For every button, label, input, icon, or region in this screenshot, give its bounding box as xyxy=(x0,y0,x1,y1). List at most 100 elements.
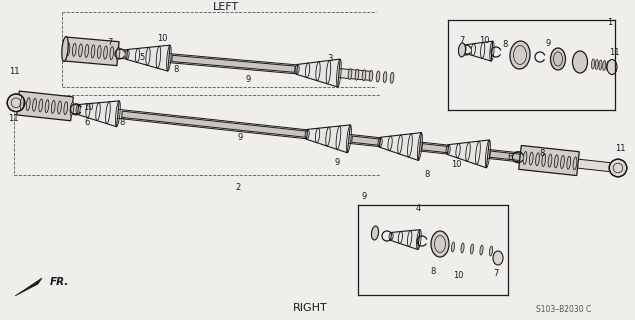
Ellipse shape xyxy=(369,70,373,81)
Ellipse shape xyxy=(45,100,49,113)
Ellipse shape xyxy=(116,47,120,60)
Polygon shape xyxy=(77,101,119,127)
Text: 11: 11 xyxy=(615,143,625,153)
Ellipse shape xyxy=(431,231,449,257)
Text: 9: 9 xyxy=(237,132,243,141)
Ellipse shape xyxy=(39,99,43,112)
Ellipse shape xyxy=(573,51,587,73)
Ellipse shape xyxy=(480,245,483,255)
Ellipse shape xyxy=(110,47,114,60)
Ellipse shape xyxy=(573,157,577,170)
Polygon shape xyxy=(17,91,73,121)
Polygon shape xyxy=(490,151,520,161)
Ellipse shape xyxy=(458,43,465,57)
Ellipse shape xyxy=(72,43,76,56)
Text: 11: 11 xyxy=(9,67,19,76)
Ellipse shape xyxy=(104,46,107,59)
Text: RIGHT: RIGHT xyxy=(293,303,328,313)
Text: 5: 5 xyxy=(139,52,145,61)
Polygon shape xyxy=(307,125,351,153)
Polygon shape xyxy=(117,49,370,80)
Ellipse shape xyxy=(64,102,67,115)
Ellipse shape xyxy=(376,71,380,82)
Ellipse shape xyxy=(561,156,565,168)
Ellipse shape xyxy=(85,44,89,57)
Text: 8: 8 xyxy=(431,268,436,276)
Ellipse shape xyxy=(97,45,101,59)
Ellipse shape xyxy=(591,59,594,69)
Text: 7: 7 xyxy=(493,268,498,277)
Text: 9: 9 xyxy=(335,157,340,166)
Ellipse shape xyxy=(27,98,30,111)
Ellipse shape xyxy=(62,36,68,61)
Text: 11: 11 xyxy=(8,114,18,123)
Polygon shape xyxy=(422,144,450,153)
Polygon shape xyxy=(126,45,170,71)
Ellipse shape xyxy=(461,243,464,253)
Ellipse shape xyxy=(510,41,530,69)
Polygon shape xyxy=(380,132,422,160)
Text: 10: 10 xyxy=(83,102,93,111)
Ellipse shape xyxy=(609,159,627,177)
Text: 10: 10 xyxy=(479,36,489,44)
Polygon shape xyxy=(464,41,493,61)
Ellipse shape xyxy=(348,68,352,79)
Text: 8: 8 xyxy=(502,39,508,49)
Polygon shape xyxy=(64,37,119,66)
Ellipse shape xyxy=(383,72,387,83)
Polygon shape xyxy=(391,230,420,250)
Text: 9: 9 xyxy=(545,38,551,47)
Ellipse shape xyxy=(536,153,539,166)
Ellipse shape xyxy=(493,251,503,265)
Ellipse shape xyxy=(32,98,36,111)
Text: 9: 9 xyxy=(361,191,366,201)
Ellipse shape xyxy=(66,43,70,56)
Polygon shape xyxy=(352,136,380,145)
Ellipse shape xyxy=(554,155,558,168)
Polygon shape xyxy=(15,278,42,296)
Text: 8: 8 xyxy=(424,170,430,179)
Ellipse shape xyxy=(490,246,493,256)
Text: 11: 11 xyxy=(609,47,619,57)
Polygon shape xyxy=(297,59,340,87)
Polygon shape xyxy=(519,146,579,176)
Ellipse shape xyxy=(7,94,25,112)
Ellipse shape xyxy=(567,156,571,169)
Ellipse shape xyxy=(20,97,24,110)
Text: 8: 8 xyxy=(119,117,124,126)
Polygon shape xyxy=(448,140,490,168)
Text: 6: 6 xyxy=(507,153,512,162)
Polygon shape xyxy=(171,55,295,72)
Ellipse shape xyxy=(91,45,95,58)
Ellipse shape xyxy=(607,60,617,75)
Ellipse shape xyxy=(70,102,74,115)
Polygon shape xyxy=(18,99,618,172)
Text: 1: 1 xyxy=(607,18,613,27)
Ellipse shape xyxy=(548,154,552,167)
Text: 8: 8 xyxy=(539,148,545,157)
Text: 2: 2 xyxy=(236,182,241,191)
Ellipse shape xyxy=(51,100,55,113)
Text: 3: 3 xyxy=(327,53,333,62)
Ellipse shape xyxy=(362,70,366,81)
Ellipse shape xyxy=(542,154,545,166)
Text: 4: 4 xyxy=(415,204,420,212)
Ellipse shape xyxy=(599,60,602,70)
Text: FR.: FR. xyxy=(50,277,69,287)
Ellipse shape xyxy=(606,61,610,71)
Ellipse shape xyxy=(530,152,533,165)
Text: 10: 10 xyxy=(453,271,464,281)
Text: 7: 7 xyxy=(107,37,112,46)
Text: 9: 9 xyxy=(245,75,251,84)
Ellipse shape xyxy=(595,60,598,69)
Text: 10: 10 xyxy=(451,159,461,169)
Ellipse shape xyxy=(551,48,566,70)
Ellipse shape xyxy=(523,151,527,164)
Ellipse shape xyxy=(355,69,359,80)
Ellipse shape xyxy=(471,244,474,254)
Text: 6: 6 xyxy=(84,117,90,126)
Ellipse shape xyxy=(79,44,83,57)
Text: 7: 7 xyxy=(459,36,465,44)
Ellipse shape xyxy=(390,72,394,83)
Text: S103–B2030 C: S103–B2030 C xyxy=(537,306,592,315)
